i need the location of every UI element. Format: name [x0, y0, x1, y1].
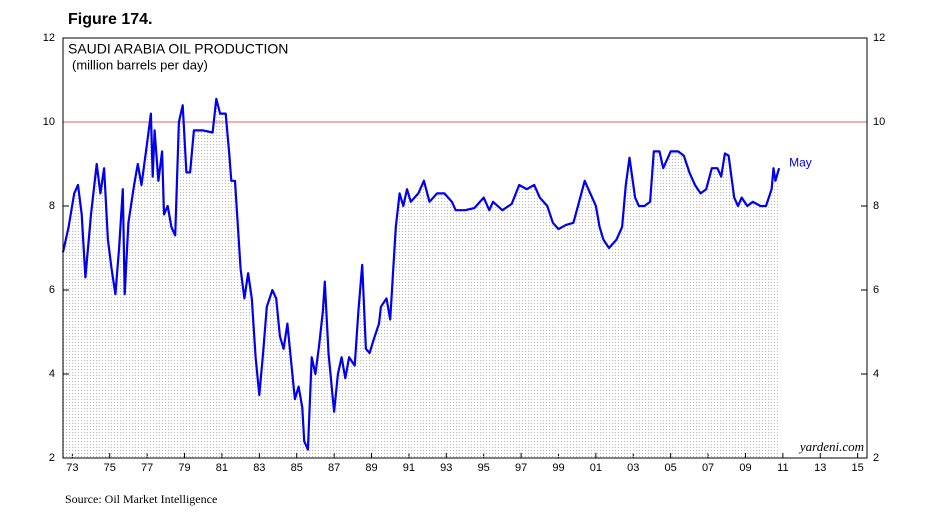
plot-frame	[62, 37, 868, 459]
y2-tick-label: 10	[873, 116, 885, 128]
x-tick-label: 99	[552, 462, 564, 474]
x-tick-label: 05	[665, 462, 677, 474]
y2-tick-label: 2	[873, 452, 879, 464]
y-tick-label: 6	[49, 284, 55, 296]
y-tick-label: 8	[49, 200, 55, 212]
x-tick-label: 01	[590, 462, 602, 474]
x-tick-label: 95	[478, 462, 490, 474]
x-tick-label: 77	[141, 462, 153, 474]
x-tick-label: 89	[365, 462, 377, 474]
x-tick-label: 75	[104, 462, 116, 474]
y-tick-label: 10	[43, 116, 55, 128]
y2-tick-label: 6	[873, 284, 879, 296]
x-tick-label: 79	[178, 462, 190, 474]
area	[63, 98, 780, 459]
y-tick-label: 4	[49, 368, 55, 380]
x-tick-label: 91	[403, 462, 415, 474]
y-tick-label: 2	[49, 452, 55, 464]
x-tick-label: 07	[702, 462, 714, 474]
x-tick-label: 81	[216, 462, 228, 474]
x-tick-label: 09	[739, 462, 751, 474]
x-tick-label: 73	[66, 462, 78, 474]
x-tick-label: 87	[328, 462, 340, 474]
end-annotation: May	[789, 155, 812, 169]
x-tick-label: 85	[291, 462, 303, 474]
y-tick-label: 12	[43, 32, 55, 44]
line	[61, 97, 781, 451]
x-tick-label: 15	[852, 462, 864, 474]
chart-title: SAUDI ARABIA OIL PRODUCTION	[68, 41, 288, 57]
x-tick-label: 97	[515, 462, 527, 474]
chart-subtitle: (million barrels per day)	[72, 57, 208, 72]
x-tick-label: 03	[627, 462, 639, 474]
y2-tick-label: 4	[873, 368, 879, 380]
x-tick-label: 93	[440, 462, 452, 474]
y2-tick-label: 12	[873, 32, 885, 44]
watermark: yardeni.com	[798, 439, 864, 454]
x-tick-label: 13	[814, 462, 826, 474]
x-tick-label: 83	[253, 462, 265, 474]
source-note: Source: Oil Market Intelligence	[65, 492, 217, 506]
x-tick-label: 11	[777, 462, 788, 474]
figure-label: Figure 174.	[68, 11, 152, 28]
y2-tick-label: 8	[873, 200, 879, 212]
